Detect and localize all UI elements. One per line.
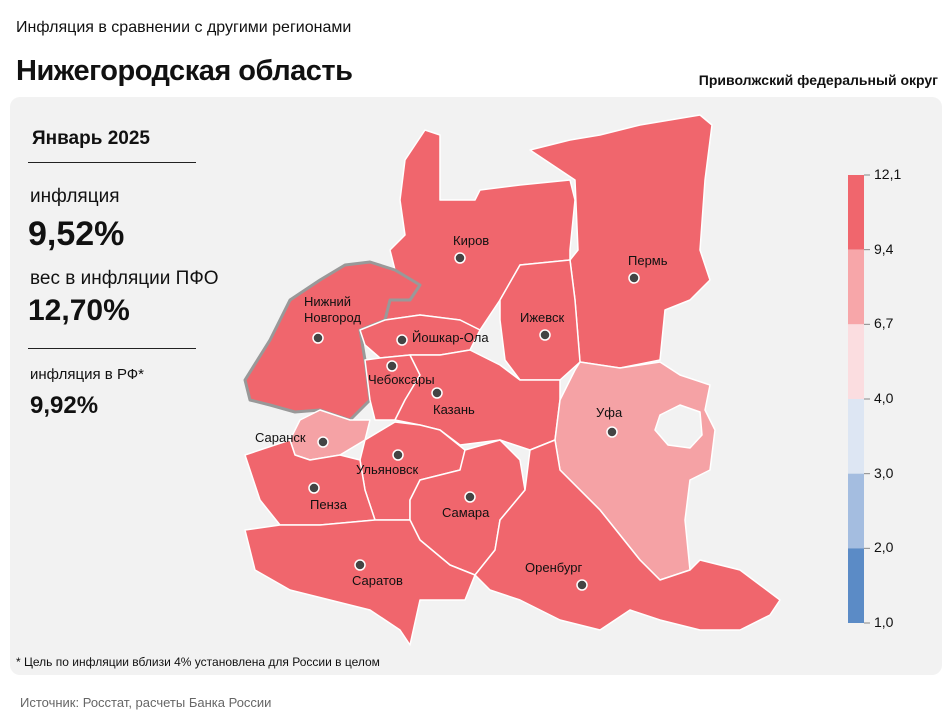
city-label: Самара [442,505,490,520]
legend-swatch [848,548,864,623]
city-dot [454,252,466,264]
city-label: Нижний Новгород [304,294,361,325]
legend-label: 3,0 [874,464,894,481]
city-dot [628,272,640,284]
legend-label: 2,0 [874,539,894,556]
city-label: Пермь [628,253,668,268]
city-dot [539,329,551,341]
city-label: Оренбург [525,560,583,575]
legend-label: 1,0 [874,614,894,630]
weight-value: 12,70% [28,294,130,327]
divider [28,162,196,163]
city-label: Казань [433,402,475,417]
legend-label: 6,7 [874,315,894,332]
legend-swatch [848,473,864,549]
city-dot [606,426,618,438]
city-label: Йошкар-Ола [412,330,489,345]
rf-label: инфляция в РФ* [30,366,145,383]
city-dot [431,387,443,399]
inflation-label: инфляция [30,186,120,207]
inflation-value: 9,52% [28,215,125,253]
city-label: Саратов [352,573,403,588]
city-dot [354,559,366,571]
city-label: Киров [453,233,490,248]
legend-label: 9,4 [874,240,894,257]
rf-value: 9,92% [30,392,99,419]
city-label: Чебоксары [368,372,435,387]
weight-label: вес в инфляции ПФО [30,268,219,289]
district: Приволжский федеральный округ [698,72,938,88]
footnote: * Цель по инфляции вблизи 4% установлена… [16,655,380,669]
legend-swatch [848,324,864,399]
region [244,519,476,646]
period: Январь 2025 [32,128,150,149]
subtitle: Инфляция в сравнении с другими регионами [16,19,352,36]
source: Источник: Росстат, расчеты Банка России [20,695,272,710]
city-dot [312,332,324,344]
region [244,439,376,526]
legend-swatch [848,249,864,325]
title: Нижегородская область [16,55,353,87]
legend-swatch [848,399,864,474]
city-dot [464,491,476,503]
city-dot [308,482,320,494]
city-label: Пенза [310,497,347,512]
legend-label: 4,0 [874,390,894,406]
city-dot [396,334,408,346]
city-dot [386,360,398,372]
city-label: Уфа [596,405,623,420]
city-label: Саранск [255,430,306,445]
region [474,439,781,631]
region-hole [654,404,703,449]
legend [848,174,870,624]
divider [28,348,196,349]
city-dot [392,449,404,461]
legend-label: 12,1 [874,166,902,182]
city-label: Ульяновск [356,462,419,477]
city-dot [576,579,588,591]
legend-swatch [848,175,864,250]
city-dot [317,436,329,448]
city-label: Ижевск [520,310,565,325]
